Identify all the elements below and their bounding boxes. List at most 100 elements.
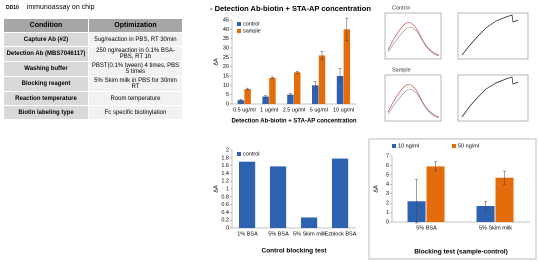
bar: [237, 100, 245, 104]
bar: [476, 205, 495, 222]
column-header: Condition: [3, 18, 89, 33]
legend-label: sample: [243, 28, 261, 34]
legend-label: control: [243, 21, 260, 27]
error-bar: [345, 17, 349, 41]
spectra-panels: Control Sample: [384, 5, 529, 122]
y-axis-label: ΔA: [373, 185, 379, 193]
y-tick-label: 4: [386, 182, 389, 188]
y-tick-label: 0: [386, 219, 389, 225]
condition-cell: Reaction temperature: [3, 91, 89, 106]
condition-cell: Blocking reagent: [3, 76, 89, 92]
error-bar: [484, 201, 488, 211]
error-bar: [246, 87, 250, 91]
x-tick-label: 1 ug/ml: [260, 107, 278, 113]
bar: [294, 72, 301, 104]
legend-label: 50 ng/ml: [458, 143, 479, 149]
y-tick-label: 1: [386, 210, 389, 216]
chart-title: - Detection Ab-biotin + STA-AP concentra…: [210, 4, 371, 13]
error-bar: [503, 170, 507, 185]
y-tick-label: 0.6: [221, 202, 229, 208]
condition-cell: Biotin labeling type: [3, 105, 89, 120]
legend-swatch: [237, 29, 241, 33]
legend-label: 10 ng/ml: [398, 143, 419, 149]
x-tick-label: 2.5 ug/ml: [283, 107, 306, 113]
x-tick-label: 0.5 ug/ml: [233, 107, 256, 113]
bar: [269, 77, 276, 104]
y-tick-label: 30: [223, 45, 229, 51]
y-tick-label: 1.2: [221, 179, 229, 185]
y-tick-label: 7: [386, 153, 389, 159]
error-bar: [313, 81, 317, 90]
bar: [262, 96, 269, 104]
y-tick-label: 0: [226, 101, 229, 107]
x-tick-label: Ezblock BSA: [325, 231, 357, 237]
legend-swatch: [392, 144, 396, 148]
legend-label: control: [243, 151, 260, 157]
value-cell: 250 ng/reaction in 0.1% BSA-PBS, RT 1h: [88, 46, 183, 62]
x-tick-label: 5 ug/ml: [310, 107, 328, 113]
y-tick-label: 5: [226, 92, 229, 98]
x-tick-label: 5% Skim milk: [293, 231, 326, 237]
error-bar: [320, 51, 324, 60]
bar: [287, 94, 294, 104]
error-bar: [264, 95, 268, 98]
chart-title: Blocking test (sample-control): [414, 249, 508, 256]
bar: [311, 85, 319, 104]
table-row: Reaction temperature Room temperature: [3, 91, 183, 106]
y-tick-label: 20: [223, 64, 229, 70]
x-tick-label: 5% BSA: [268, 231, 289, 237]
bar: [343, 29, 351, 104]
tag: DD10: [6, 5, 19, 11]
x-tick-label: 5% BSA: [416, 225, 437, 231]
legend-swatch: [452, 144, 456, 148]
panel-label: Control: [392, 5, 410, 11]
bar: [269, 166, 287, 228]
panel-label: Sample: [392, 67, 411, 73]
y-tick-label: 0.2: [221, 218, 229, 224]
legend-swatch: [237, 22, 241, 26]
value-cell: PBST(0.1% tween) 4 times, PBS 5 times: [88, 61, 183, 77]
y-axis-label: ΔA: [213, 185, 219, 193]
x-tick-label: 5% Skim milk: [479, 225, 512, 231]
y-tick-label: 40: [223, 27, 229, 33]
y-tick-label: 0: [226, 225, 229, 231]
y-axis-label: ΔA: [213, 58, 219, 66]
chart-title: Control blocking test: [262, 248, 328, 255]
y-tick-label: 5: [386, 172, 389, 178]
y-tick-label: 0.8: [221, 194, 229, 200]
y-tick-label: 1.8: [221, 155, 229, 161]
y-tick-label: 15: [223, 73, 229, 79]
y-tick-label: 25: [223, 55, 229, 61]
x-axis-label: Detection Ab-biotin + STA-AP concentrati…: [231, 119, 356, 125]
y-tick-label: 0.4: [221, 210, 229, 216]
y-tick-label: 45: [223, 17, 229, 23]
y-tick-label: 2: [386, 201, 389, 207]
y-tick-label: 2: [226, 147, 229, 153]
table-row: Detection Ab (MBS7046117) 250 ng/reaction…: [3, 46, 183, 62]
value-cell: Fc specific biotinylation: [88, 105, 183, 120]
page-title: immunoassay on chip: [26, 4, 95, 11]
bar: [426, 166, 445, 222]
bar: [238, 161, 256, 228]
y-tick-label: 6: [386, 163, 389, 169]
error-bar: [295, 71, 299, 74]
table-row: Blocking reagent 5% Skim milk in PBS for …: [3, 76, 183, 92]
bar: [244, 89, 251, 104]
y-tick-label: 10: [223, 83, 229, 89]
y-tick-label: 1: [226, 186, 229, 192]
condition-cell: Capture Ab (#2): [3, 32, 89, 47]
header: DD10 immunoassay on chip: [6, 4, 95, 11]
x-tick-label: 1% BSA: [237, 231, 258, 237]
x-tick-label: 10 ug/ml: [333, 107, 354, 113]
bar: [318, 55, 326, 104]
value-cell: 5% Skim milk in PBS for 30min RT: [88, 76, 183, 92]
bar: [300, 217, 318, 228]
conditions-table: Condition Optimization Capture Ab (#2) 5ug…: [3, 18, 183, 120]
error-bar: [239, 99, 243, 102]
error-bar: [415, 179, 419, 224]
y-tick-label: 1.6: [221, 163, 229, 169]
error-bar: [288, 93, 292, 96]
y-tick-label: 1.4: [221, 171, 229, 177]
